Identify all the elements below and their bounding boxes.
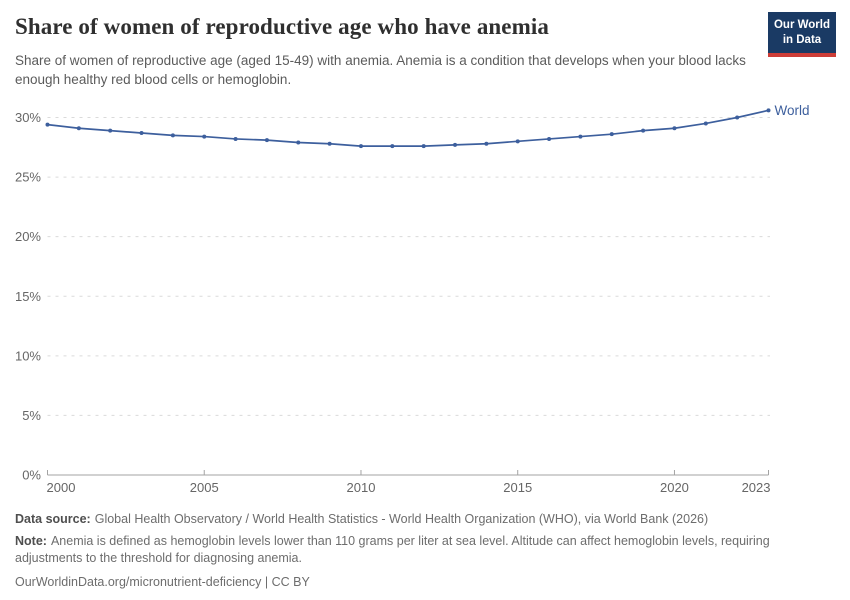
data-point-2003[interactable] (139, 130, 144, 135)
data-point-2011[interactable] (390, 144, 395, 149)
series-end-label[interactable]: World (775, 103, 810, 118)
data-point-2020[interactable] (672, 126, 677, 131)
data-point-2016[interactable] (547, 136, 552, 141)
data-point-2017[interactable] (578, 134, 583, 139)
data-point-2013[interactable] (453, 142, 458, 147)
series-line-world[interactable] (46, 109, 770, 147)
y-tick-label: 5% (22, 408, 41, 423)
y-tick-label: 30% (15, 110, 41, 125)
data-point-2018[interactable] (609, 132, 614, 137)
data-point-2007[interactable] (264, 138, 269, 143)
x-tick-label: 2010 (347, 480, 376, 495)
data-point-2015[interactable] (515, 139, 520, 144)
data-point-2004[interactable] (170, 133, 175, 138)
data-point-2006[interactable] (233, 136, 238, 141)
data-point-2010[interactable] (358, 144, 363, 149)
data-point-2008[interactable] (296, 140, 301, 145)
note-label: Note: (15, 534, 47, 548)
license-line[interactable]: OurWorldinData.org/micronutrient-deficie… (15, 575, 310, 589)
data-point-2009[interactable] (327, 141, 332, 146)
y-tick-label: 25% (15, 170, 41, 185)
y-tick-label: 0% (22, 468, 41, 483)
data-point-2012[interactable] (421, 144, 426, 149)
data-source-text: Global Health Observatory / World Health… (94, 512, 709, 526)
line-chart[interactable]: 0% 5% 10% 15% 20% 25% 30% 2000 2005 2010 2015 2020 2… (0, 95, 850, 510)
data-point-2002[interactable] (108, 128, 113, 133)
data-point-2023[interactable] (766, 108, 771, 113)
page-title: Share of women of reproductive age who h… (15, 14, 549, 39)
owid-logo-line1: Our World (773, 19, 830, 32)
owid-logo: Our World in Data (768, 12, 836, 57)
chart-footer: Data source: Global Health Observatory / … (15, 511, 815, 596)
chart-svg[interactable]: 0% 5% 10% 15% 20% 25% 30% 2000 2005 2010 2015 2020 2… (0, 95, 850, 510)
data-point-2019[interactable] (641, 128, 646, 133)
y-tick-label: 15% (15, 289, 41, 304)
x-tick-label: 2005 (190, 480, 219, 495)
chart-subtitle: Share of women of reproductive age (aged… (15, 53, 746, 87)
data-point-2000[interactable] (45, 122, 50, 127)
data-point-2005[interactable] (202, 134, 207, 139)
owid-logo-line2: in Data (782, 33, 822, 46)
y-tick-label: 20% (15, 229, 41, 244)
y-tick-label: 10% (15, 348, 41, 363)
x-tick-label: 2020 (660, 480, 689, 495)
data-point-2001[interactable] (76, 126, 81, 131)
data-source-line: Data source: Global Health Observatory / … (15, 511, 815, 528)
data-source-label: Data source: (15, 512, 91, 526)
x-tick-label: 2023 (742, 480, 771, 495)
note-text: Anemia is defined as hemoglobin levels l… (15, 534, 770, 565)
x-tick-label: 2015 (503, 480, 532, 495)
data-point-2014[interactable] (484, 141, 489, 146)
note-line: Note: Anemia is defined as hemoglobin lev… (15, 533, 797, 567)
data-point-2022[interactable] (735, 115, 740, 120)
data-point-2021[interactable] (703, 121, 708, 126)
x-tick-label: 2000 (47, 480, 76, 495)
